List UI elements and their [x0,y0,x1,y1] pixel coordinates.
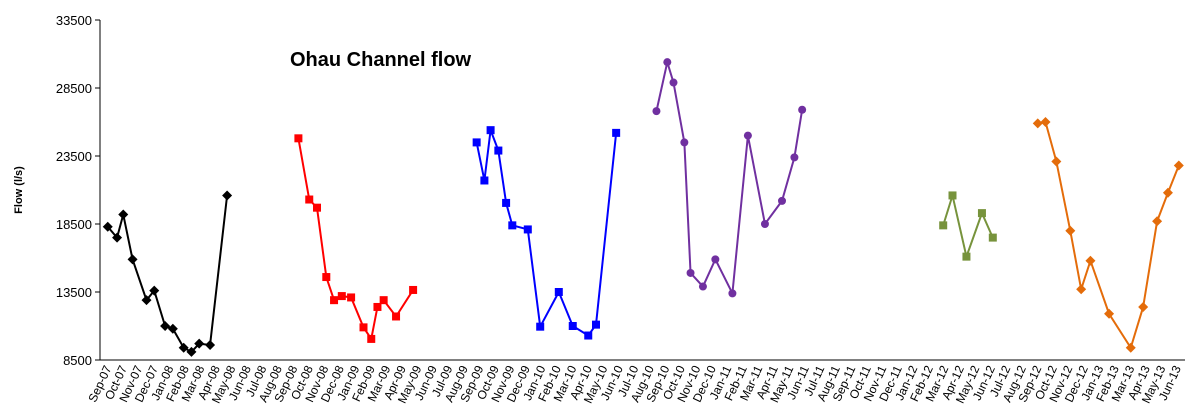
point [1076,284,1087,295]
point [568,322,577,330]
point [305,195,314,204]
point [347,293,356,302]
y-tick-label: 8500 [63,353,92,368]
point [118,209,129,220]
point [313,203,321,212]
point [486,126,495,135]
point [472,138,481,147]
point [127,254,138,265]
y-tick-label: 23500 [56,149,92,164]
point [652,107,661,116]
point [337,292,346,301]
chart-title: Ohau Channel flow [290,49,472,71]
y-tick-label: 33500 [56,13,92,28]
point [790,153,799,162]
point [988,233,997,242]
point [379,296,388,305]
series-line [1037,120,1180,351]
point [1040,117,1051,127]
point [1051,156,1062,167]
point [1085,255,1096,266]
point [669,78,678,87]
point [167,323,178,334]
point [367,334,376,343]
point [409,285,418,294]
point [149,285,160,296]
point [1032,118,1043,129]
y-axis-title: Flow (l/s) [13,166,25,214]
point [798,105,807,114]
point [698,282,707,291]
point [1125,342,1136,353]
point [711,255,720,264]
point [592,320,600,329]
point [760,220,769,228]
point [330,296,339,305]
point [728,289,737,298]
point [294,134,303,143]
point [1065,225,1076,236]
point [102,221,113,232]
point [205,340,216,351]
point [178,342,189,353]
point [1173,160,1184,171]
point [554,288,563,296]
point [663,58,672,67]
point [1104,308,1115,319]
series-line [942,191,994,261]
point [141,295,152,306]
point [160,321,171,331]
point [373,302,382,311]
series-line [297,138,414,342]
point [322,273,331,282]
point [948,191,957,200]
y-tick-label: 18500 [56,217,92,232]
point [186,346,197,357]
point [392,312,401,321]
point [977,209,986,218]
point [680,138,689,147]
point [743,131,752,140]
point [194,338,205,349]
point [686,268,695,277]
point [222,190,233,201]
y-tick-label: 13500 [56,285,92,300]
point [962,252,971,261]
series-line [655,58,804,297]
point [359,323,368,332]
point [612,128,621,137]
point [494,146,503,155]
point [939,221,948,230]
point [480,176,489,185]
point [112,232,123,243]
series-line [475,129,618,337]
point [523,225,532,234]
point [584,331,593,340]
point [502,198,511,207]
point [536,322,545,331]
point [1152,216,1163,227]
point [778,196,786,205]
point [1138,301,1149,312]
point [508,221,517,230]
point [1162,187,1173,198]
y-tick-label: 28500 [56,81,92,96]
